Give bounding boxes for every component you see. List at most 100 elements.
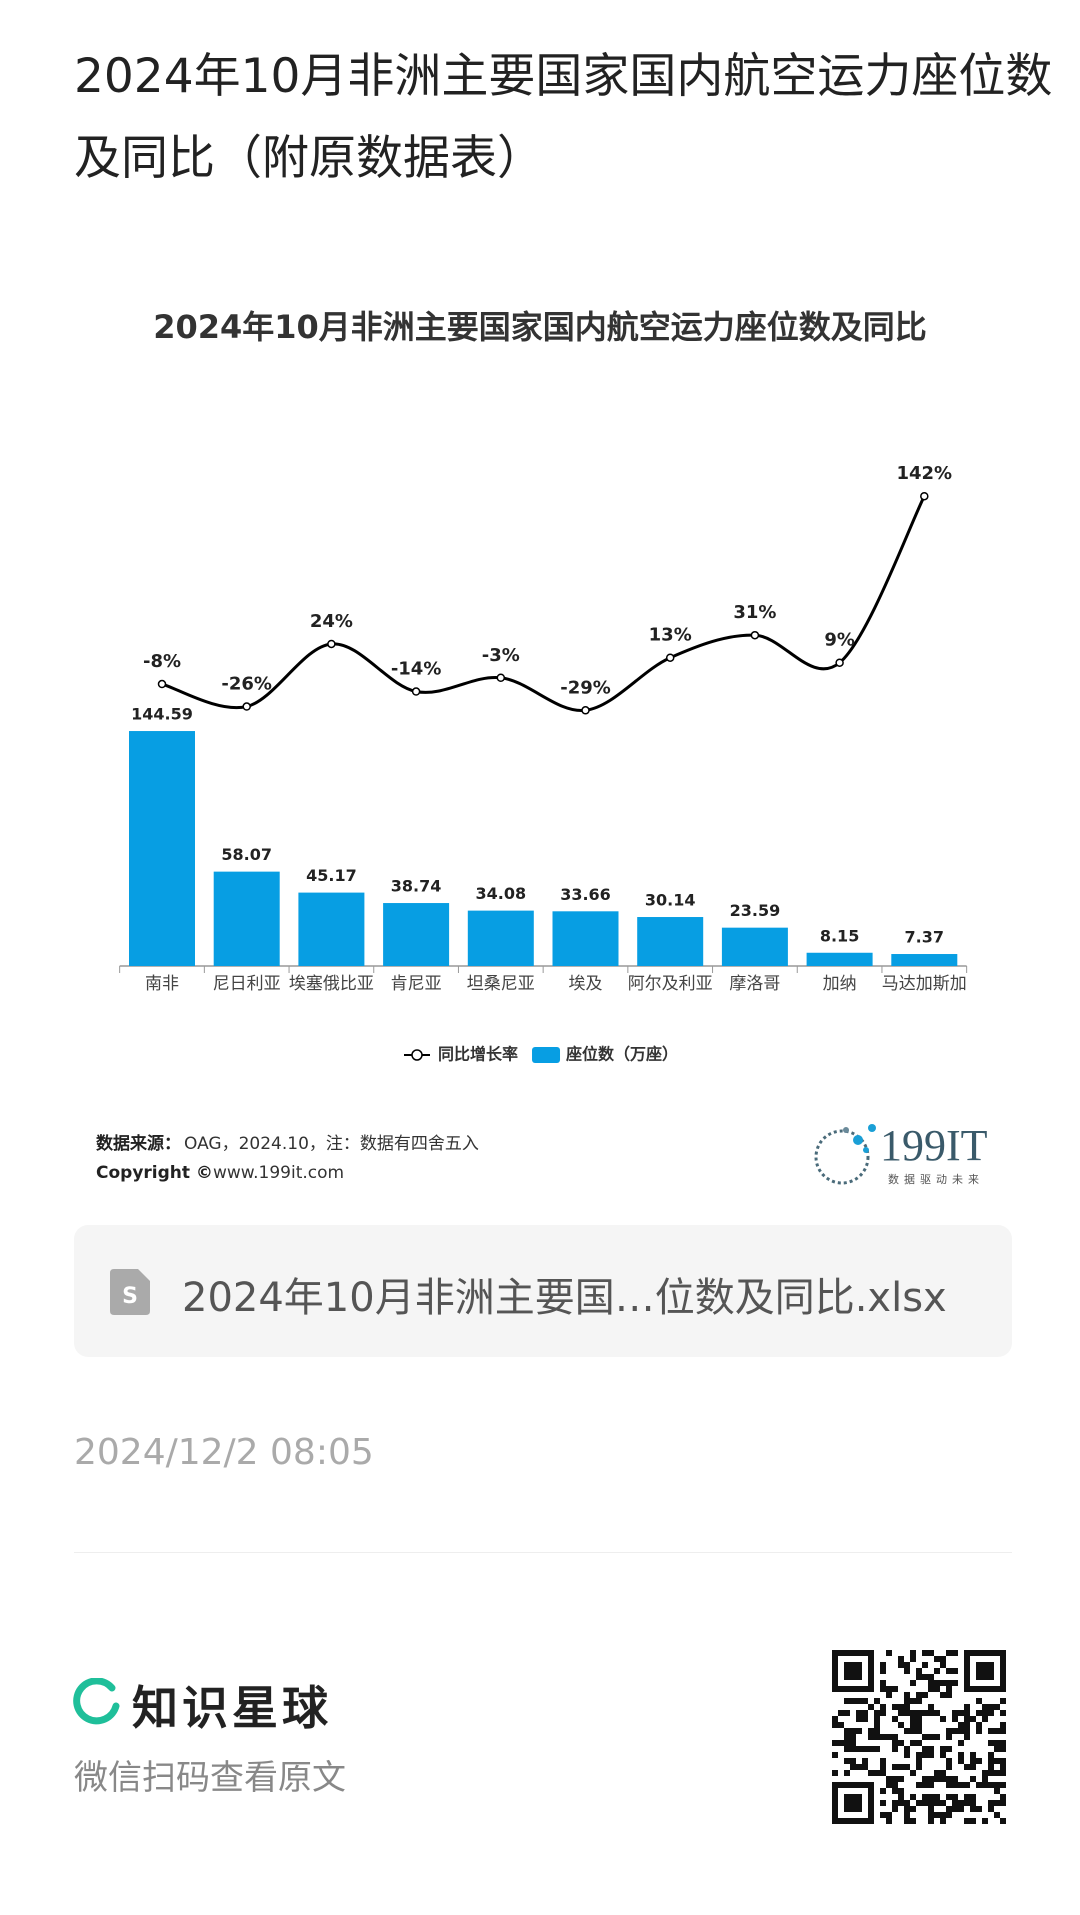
qr-cell [874,1728,880,1734]
qr-cell [850,1668,856,1674]
qr-cell [958,1710,964,1716]
qr-cell [958,1752,964,1758]
qr-cell [970,1758,976,1764]
qr-cell [856,1650,862,1656]
line-point [411,687,421,696]
qr-cell [874,1698,880,1704]
qr-cell [988,1770,994,1776]
qr-cell [1000,1650,1006,1656]
qr-cell [1000,1728,1006,1734]
qr-cell [952,1710,958,1716]
qr-cell [922,1794,928,1800]
qr-cell [946,1680,952,1686]
qr-cell [892,1716,898,1722]
qr-cell [988,1758,994,1764]
qr-cell [856,1818,862,1824]
qr-cell [868,1650,874,1656]
qr-cell [970,1752,976,1758]
line-label: -8% [143,651,181,672]
qr-cell [922,1776,928,1782]
qr-cell [910,1716,916,1722]
source-text: OAG，2024.10，注：数据有四舍五入 [184,1134,479,1154]
qr-cell [880,1686,886,1692]
qr-cell [958,1740,964,1746]
qr-cell [904,1812,910,1818]
qr-cell [868,1728,874,1734]
qr-cell [832,1818,838,1824]
qr-cell [832,1686,838,1692]
qr-cell [904,1806,910,1812]
line-label: -14% [391,659,442,680]
qr-cell [832,1806,838,1812]
bar [213,871,280,966]
qr-cell [910,1806,916,1812]
line-label: 9% [824,630,855,651]
qr-cell [1000,1668,1006,1674]
qr-cell [916,1782,922,1788]
qr-cell [982,1776,988,1782]
qr-cell [916,1728,922,1734]
qr-cell [952,1800,958,1806]
qr-cell [976,1758,982,1764]
qr-cell [904,1800,910,1806]
qr-cell [994,1740,1000,1746]
file-card[interactable]: S 2024年10月非洲主要国…位数及同比.xlsx [74,1225,1012,1357]
qr-cell [946,1794,952,1800]
bar-label: 33.66 [560,885,611,904]
qr-cell [910,1710,916,1716]
qr-cell [934,1734,940,1740]
qr-cell [868,1746,874,1752]
qr-code[interactable] [832,1650,1006,1824]
qr-cell [832,1668,838,1674]
qr-cell [964,1722,970,1728]
qr-cell [988,1674,994,1680]
qr-cell [862,1758,868,1764]
qr-cell [856,1716,862,1722]
qr-cell [856,1782,862,1788]
qr-cell [868,1806,874,1812]
line-label: 31% [733,602,776,623]
qr-cell [850,1686,856,1692]
bar [637,917,704,966]
qr-cell [886,1776,892,1782]
qr-cell [898,1776,904,1782]
qr-cell [838,1722,844,1728]
qr-cell [994,1782,1000,1788]
qr-cell [988,1806,994,1812]
qr-cell [976,1728,982,1734]
qr-cell [940,1800,946,1806]
qr-cell [832,1770,838,1776]
qr-cell [994,1686,1000,1692]
qr-cell [934,1656,940,1662]
site: www.199it.com [213,1163,344,1183]
qr-cell [964,1704,970,1710]
qr-cell [898,1794,904,1800]
source-label: 数据来源： [96,1133,181,1154]
qr-cell [982,1686,988,1692]
bar [298,892,365,966]
qr-cell [898,1662,904,1668]
qr-cell [970,1806,976,1812]
qr-cell [856,1674,862,1680]
qr-cell [940,1746,946,1752]
qr-cell [982,1710,988,1716]
qr-cell [850,1746,856,1752]
qr-cell [970,1686,976,1692]
qr-cell [892,1734,898,1740]
qr-cell [928,1710,934,1716]
qr-cell [856,1746,862,1752]
x-tick-label: 阿尔及利亚 [628,974,713,994]
qr-cell [934,1710,940,1716]
qr-cell [988,1752,994,1758]
qr-cell [1000,1662,1006,1668]
qr-cell [892,1746,898,1752]
qr-cell [964,1674,970,1680]
qr-cell [904,1752,910,1758]
qr-cell [868,1662,874,1668]
qr-cell [970,1776,976,1782]
qr-cell [880,1770,886,1776]
qr-cell [934,1812,940,1818]
qr-cell [964,1800,970,1806]
qr-cell [940,1692,946,1698]
qr-cell [982,1674,988,1680]
